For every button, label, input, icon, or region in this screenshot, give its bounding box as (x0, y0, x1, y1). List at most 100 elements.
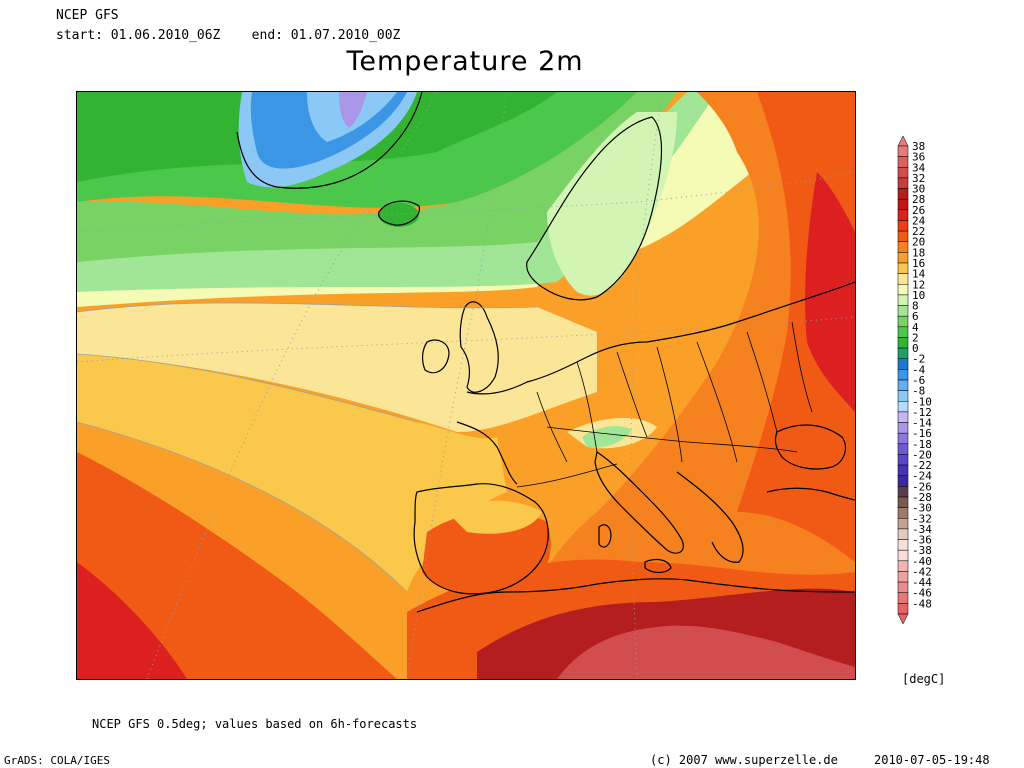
legend-labels: 38363432302826242220181614121086420-2-4-… (912, 140, 932, 610)
zone-greenland-peak (339, 92, 367, 128)
legend-box (897, 209, 909, 221)
legend-box (897, 358, 909, 370)
chart-title: Temperature 2m (346, 46, 584, 77)
legend-label: -44 (912, 576, 932, 589)
legend-box (897, 486, 909, 498)
legend-box (897, 156, 909, 168)
zone-east-red (805, 172, 855, 412)
legend-label: 28 (912, 193, 925, 206)
legend-box (897, 507, 909, 519)
legend-box (897, 549, 909, 562)
legend-label: -8 (912, 385, 925, 398)
legend-box (897, 167, 909, 179)
model-label: NCEP GFS (56, 8, 119, 23)
legend-label: 12 (912, 278, 925, 291)
legend-box (897, 560, 909, 572)
zone-iceland (379, 203, 419, 227)
legend-label: 8 (912, 300, 919, 313)
legend-label: -36 (912, 534, 932, 547)
legend-label: 0 (912, 342, 919, 355)
legend-label: 24 (912, 214, 926, 227)
legend-box (897, 603, 909, 615)
zone-iberia (422, 511, 551, 596)
legend-box (897, 347, 909, 359)
legend-box (897, 326, 909, 338)
legend-box (897, 539, 909, 551)
legend-box (897, 241, 909, 253)
legend-label: 22 (912, 225, 925, 238)
legend-label: -26 (912, 480, 932, 493)
zone-east-dark-orange (497, 92, 855, 679)
legend-box (897, 294, 909, 306)
legend-label: -10 (912, 395, 932, 408)
legend-box (897, 262, 909, 274)
legend-label: -24 (912, 470, 932, 483)
legend-box (897, 379, 909, 391)
legend-box (897, 220, 909, 232)
zone-light-green (77, 92, 677, 262)
legend-label: 36 (912, 151, 925, 164)
legend-box (897, 230, 909, 242)
legend-label: 16 (912, 257, 925, 270)
temperature-map (76, 91, 856, 680)
legend-label: -16 (912, 427, 932, 440)
legend-label: 30 (912, 183, 925, 196)
legend-arrow-top (897, 135, 909, 147)
footer-grads: GrADS: COLA/IGES (4, 754, 110, 767)
legend-label: -28 (912, 491, 932, 504)
legend-label: -12 (912, 406, 932, 419)
legend-box (897, 390, 909, 402)
legend-label: -22 (912, 459, 932, 472)
legend-label: -2 (912, 353, 925, 366)
legend-label: 38 (912, 140, 925, 153)
legend-box (897, 571, 909, 583)
legend-box (897, 475, 909, 487)
legend-color-boxes (897, 135, 909, 625)
zone-alps-core (582, 426, 632, 448)
legend-label: 4 (912, 321, 919, 334)
legend-box (897, 369, 909, 381)
legend-box (897, 443, 909, 455)
coastlines (236, 92, 855, 613)
time-range-label: start: 01.06.2010_06Z end: 01.07.2010_00… (56, 28, 401, 43)
legend-label: -14 (912, 417, 932, 430)
legend-label: -48 (912, 597, 932, 610)
legend-label: 10 (912, 289, 925, 302)
zone-sw-red-orange (77, 452, 397, 679)
zone-iberia-highlands (447, 500, 542, 534)
zone-yellow (77, 302, 597, 432)
legend-box (897, 581, 909, 593)
legend-label: 18 (912, 246, 925, 259)
legend-box (897, 177, 909, 189)
legend-box (897, 188, 909, 200)
legend-label: -38 (912, 544, 932, 557)
zone-sahara (557, 625, 855, 679)
legend-box (897, 198, 909, 211)
legend-label: 2 (912, 331, 919, 344)
legend-label: 34 (912, 161, 926, 174)
legend-box (897, 252, 909, 264)
legend-label: -20 (912, 448, 932, 461)
isotherms (77, 302, 538, 593)
legend-box (897, 145, 909, 157)
legend-box (897, 337, 909, 349)
legend-label: -6 (912, 374, 925, 387)
legend-box (897, 315, 909, 328)
legend-label: 26 (912, 204, 925, 217)
legend-label: -32 (912, 512, 932, 525)
legend-label: -4 (912, 363, 926, 376)
legend-box (897, 592, 909, 604)
graticule (77, 92, 855, 679)
legend-box (897, 432, 909, 445)
color-legend: 38363432302826242220181614121086420-2-4-… (897, 135, 932, 625)
zone-sw-red (77, 562, 187, 679)
zone-light-orange (77, 354, 507, 592)
legend-label: 20 (912, 236, 925, 249)
map-canvas (77, 92, 855, 679)
legend-label: -30 (912, 502, 932, 515)
legend-label: -46 (912, 587, 932, 600)
country-borders (516, 321, 813, 488)
legend-label: -40 (912, 555, 932, 568)
footer-copyright: (c) 2007 www.superzelle.de (650, 753, 838, 767)
legend-unit: [degC] (902, 672, 946, 686)
